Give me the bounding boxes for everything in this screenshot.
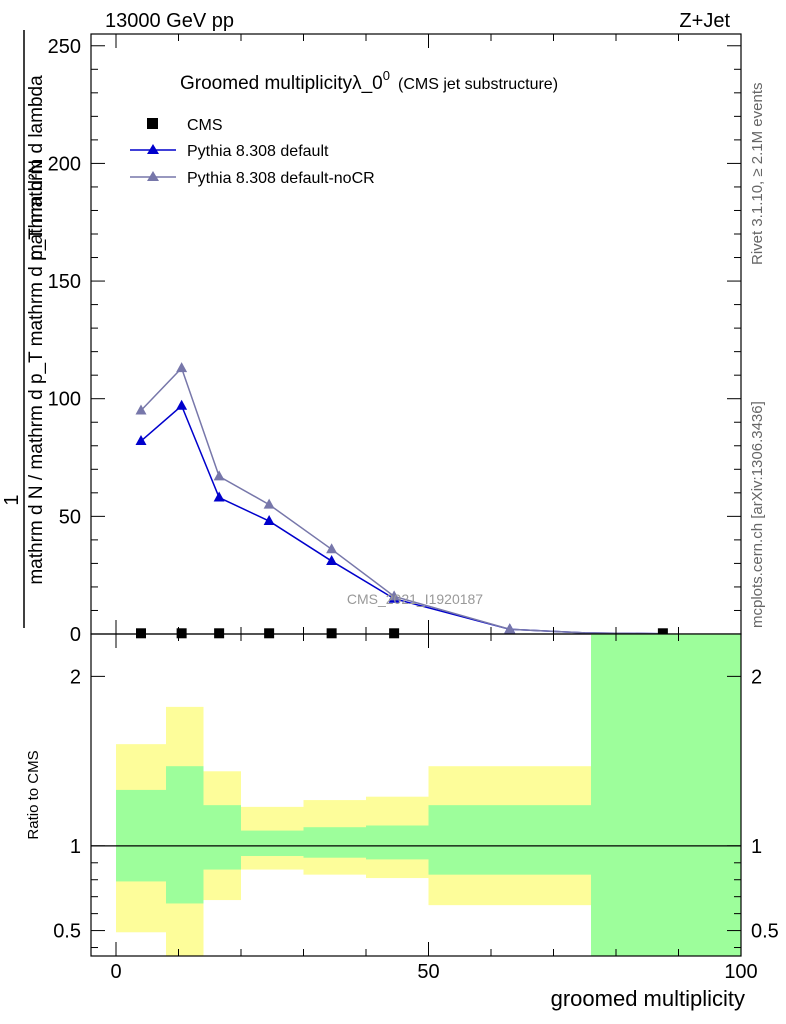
- series-marker-1-0: [135, 435, 147, 446]
- y-label-one: 1: [1, 494, 23, 505]
- ratio-band-inner-4: [303, 827, 366, 858]
- ratio-band-inner-0: [116, 789, 166, 882]
- legend-default-marker: [147, 144, 159, 154]
- ratio-tick-label-right-0.5: 0.5: [751, 921, 779, 943]
- y-label-numerator: mathrm d²N: [26, 160, 47, 260]
- ratio-band-inner-2: [203, 805, 241, 870]
- energy-label: 13000 GeV pp: [105, 10, 234, 32]
- series-marker-2-4: [326, 543, 338, 554]
- ratio-band-inner-1: [166, 766, 204, 904]
- ratio-band-inner-3: [241, 830, 304, 857]
- mcplots-label: mcplots.cern.ch [arXiv:1306.3436]: [749, 401, 766, 628]
- x-axis-label: groomed multiplicity: [551, 986, 745, 1011]
- plot-title: Groomed multiplicityλ_00(CMS jet substru…: [180, 68, 558, 94]
- cms-marker-0: [136, 628, 146, 639]
- x-tick-label-100: 100: [724, 961, 757, 983]
- cms-marker-5: [389, 628, 400, 639]
- legend-cms-marker: [147, 118, 158, 129]
- legend: CMS Pythia 8.308 default Pythia 8.308 de…: [130, 117, 375, 187]
- analysis-watermark: CMS_2021_I1920187: [347, 591, 483, 607]
- cms-marker-1: [176, 628, 187, 639]
- series-marker-2-1: [176, 362, 188, 373]
- ratio-tick-label-left-1: 1: [70, 836, 81, 858]
- x-tick-label-50: 50: [417, 961, 439, 983]
- main-panel: CMS_2021_I1920187 0 50 100 150 200 250: [48, 33, 742, 646]
- series-marker-1-2: [213, 491, 225, 502]
- series-marker-2-6: [504, 623, 516, 634]
- cms-marker-3: [264, 628, 275, 639]
- y-label-denominator: mathrm d N / mathrm d p_T mathrm d p_T m…: [26, 75, 47, 585]
- y-tick-label-250: 250: [48, 36, 81, 58]
- series-marker-1-4: [326, 555, 338, 566]
- ratio-y-label: Ratio to CMS: [25, 750, 42, 839]
- y-tick-label-100: 100: [48, 389, 81, 411]
- ratio-tick-label-left-2: 2: [70, 666, 81, 688]
- series-marker-2-3: [263, 498, 275, 509]
- rivet-version-label: Rivet 3.1.10, ≥ 2.1M events: [749, 83, 766, 266]
- series-marker-2-5: [388, 590, 400, 601]
- ratio-band-inner-6: [428, 805, 591, 875]
- process-label: Z+Jet: [679, 10, 730, 32]
- legend-nocr-label: Pythia 8.308 default-noCR: [187, 170, 375, 187]
- series-marker-1-1: [176, 399, 188, 410]
- x-tick-label-0: 0: [110, 961, 121, 983]
- ratio-panel: 0.5 0.5 1 1 2 2 0 50 100: [53, 633, 779, 983]
- y-tick-label-0: 0: [70, 624, 81, 646]
- ratio-tick-label-right-1: 1: [751, 836, 762, 858]
- ratio-band-inner-7: [591, 634, 741, 956]
- y-tick-label-200: 200: [48, 153, 81, 175]
- y-axis-label: 1 mathrm d²N mathrm d N / mathrm d p_T m…: [1, 30, 47, 628]
- ratio-tick-label-left-0.5: 0.5: [53, 921, 81, 943]
- ratio-frame: [90, 633, 742, 957]
- legend-nocr-marker: [147, 171, 159, 181]
- series-marker-1-3: [263, 515, 275, 526]
- y-tick-label-50: 50: [59, 506, 81, 528]
- legend-cms-label: CMS: [187, 117, 223, 134]
- ratio-tick-label-right-2: 2: [751, 666, 762, 688]
- series-marker-2-0: [135, 404, 147, 415]
- legend-default-label: Pythia 8.308 default: [187, 143, 329, 160]
- cms-marker-2: [214, 628, 225, 639]
- cms-marker-6: [657, 628, 668, 639]
- ratio-band-inner-5: [366, 825, 429, 860]
- series-marker-2-2: [213, 470, 225, 481]
- y-tick-label-150: 150: [48, 271, 81, 293]
- title-main: Groomed multiplicityλ_00(CMS jet substru…: [180, 68, 558, 94]
- cms-marker-4: [326, 628, 337, 639]
